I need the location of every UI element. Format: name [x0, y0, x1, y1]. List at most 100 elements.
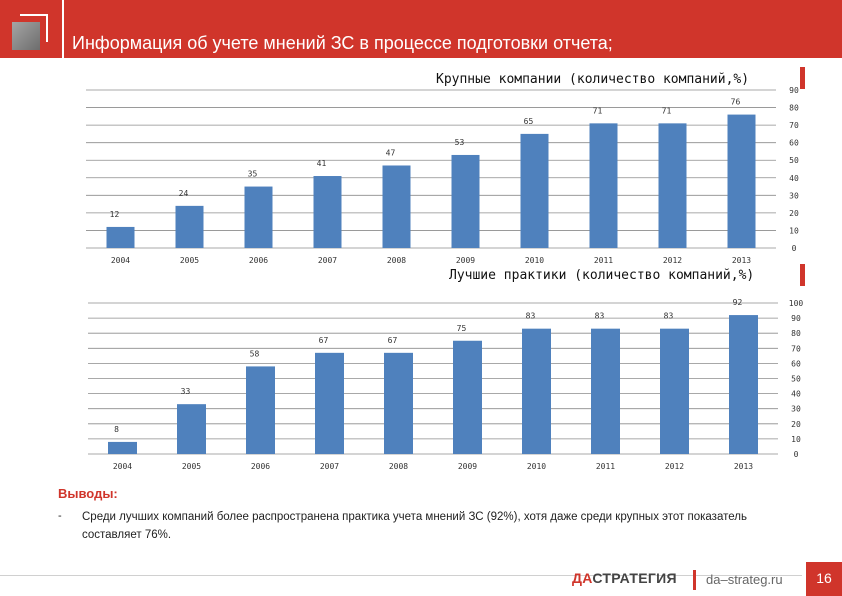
chart2-xtick-2013: 2013 — [734, 462, 753, 471]
chart2-bar-2013 — [729, 315, 758, 454]
chart1-xtick-2010: 2010 — [525, 256, 544, 265]
chart1-xtick-2009: 2009 — [456, 256, 475, 265]
page-title: Информация об учете мнений ЗС в процессе… — [72, 33, 613, 53]
chart2-value-label-2006: 58 — [250, 349, 260, 358]
chart1-ytick-1: 10 — [789, 226, 799, 235]
chart2-bar-2009 — [453, 340, 482, 454]
chart1-xtick-2012: 2012 — [663, 256, 682, 265]
chart1-ytick-8: 80 — [789, 104, 799, 113]
chart1-ytick-4: 40 — [789, 174, 799, 183]
chart2-ytick-7: 70 — [791, 344, 801, 353]
chart2-xtick-2010: 2010 — [527, 462, 546, 471]
chart2-ytick-6: 60 — [791, 359, 801, 368]
chart1-ytick-5: 50 — [789, 156, 799, 165]
chart1-xtick-2011: 2011 — [594, 256, 613, 265]
chart2-ytick-5: 50 — [791, 375, 801, 384]
chart1-value-label-2006: 35 — [248, 170, 258, 179]
conclusions-dash: - — [58, 510, 62, 522]
chart2-bar-2006 — [246, 366, 275, 454]
chart2-value-label-2012: 83 — [664, 312, 674, 321]
conclusions-label: Выводы: — [58, 486, 118, 501]
chart2-best-practices: 0 10 20 30 40 50 60 70 80 90 100 8 2004 33 2005 58 2006 6… — [88, 298, 804, 471]
chart2-xtick-2011: 2011 — [596, 462, 615, 471]
chart1-bar-2005 — [175, 205, 204, 248]
chart1-large-companies: 0 10 20 30 40 50 60 70 80 90 12 2004 24 2005 35 2006 41 2… — [86, 86, 799, 265]
chart1-value-label-2013: 76 — [731, 98, 741, 107]
chart2-xtick-2004: 2004 — [113, 462, 132, 471]
chart1-xtick-2013: 2013 — [732, 256, 751, 265]
chart2-value-label-2007: 67 — [319, 336, 329, 345]
chart2-value-label-2004: 8 — [114, 425, 119, 434]
chart1-title: Крупные компании (количество компаний,%) — [436, 72, 750, 87]
chart1-xtick-2005: 2005 — [180, 256, 199, 265]
chart2-title-marker — [800, 264, 805, 286]
chart2-bar-2010 — [522, 328, 551, 454]
chart2-value-label-2008: 67 — [388, 336, 398, 345]
chart1-xtick-2006: 2006 — [249, 256, 268, 265]
chart1-ytick-7: 70 — [789, 121, 799, 130]
chart2-xtick-2009: 2009 — [458, 462, 477, 471]
chart1-value-label-2005: 24 — [179, 189, 189, 198]
chart1-bar-2006 — [244, 186, 273, 248]
chart1-xtick-2007: 2007 — [318, 256, 337, 265]
chart1-xtick-2004: 2004 — [111, 256, 130, 265]
chart2-bar-2012 — [660, 328, 689, 454]
chart1-bar-2013 — [727, 114, 756, 248]
chart1-xtick-2008: 2008 — [387, 256, 406, 265]
title-bar: Информация об учете мнений ЗС в процессе… — [0, 0, 842, 58]
chart2-xtick-2006: 2006 — [251, 462, 270, 471]
page-number-box: 16 — [806, 562, 842, 596]
brand-logo: ДАСТРАТЕГИЯ — [572, 570, 677, 586]
chart1-bar-2010 — [520, 133, 549, 248]
chart2-value-label-2011: 83 — [595, 312, 605, 321]
chart2-xtick-2005: 2005 — [182, 462, 201, 471]
chart1-bar-2007 — [313, 176, 342, 248]
chart1-ytick-9: 90 — [789, 86, 799, 95]
brand-separator — [693, 570, 696, 590]
chart2-ytick-2: 20 — [791, 420, 801, 429]
logo-corner-icon — [20, 14, 48, 42]
footer-divider — [0, 575, 802, 576]
chart2-bar-2007 — [315, 352, 344, 454]
chart2-xtick-2012: 2012 — [665, 462, 684, 471]
chart2-value-label-2009: 75 — [457, 324, 467, 333]
chart1-title-marker — [800, 67, 805, 89]
page-number: 16 — [816, 570, 832, 586]
chart1-value-label-2011: 71 — [593, 106, 603, 115]
chart1-value-label-2012: 71 — [662, 106, 672, 115]
chart1-bar-2004 — [106, 226, 135, 248]
brand-da: ДА — [572, 570, 593, 586]
chart2-value-label-2005: 33 — [181, 387, 191, 396]
conclusions-text: Среди лучших компаний более распростране… — [82, 511, 747, 541]
chart2-xtick-2008: 2008 — [389, 462, 408, 471]
chart2-bar-2011 — [591, 328, 620, 454]
chart2-ytick-10: 100 — [789, 299, 804, 308]
chart2-ytick-0: 0 — [794, 450, 799, 459]
site-url: da–strateg.ru — [706, 572, 783, 587]
chart1-ytick-3: 30 — [789, 191, 799, 200]
chart2-bar-2008 — [384, 352, 413, 454]
chart1-ytick-0: 0 — [792, 244, 797, 253]
title-divider — [62, 0, 64, 58]
chart1-value-label-2009: 53 — [455, 138, 465, 147]
chart2-xtick-2007: 2007 — [320, 462, 339, 471]
chart1-bar-2011 — [589, 123, 618, 248]
chart2-ytick-4: 40 — [791, 390, 801, 399]
logo-square-icon — [12, 22, 40, 50]
chart1-ytick-6: 60 — [789, 139, 799, 148]
chart1-bar-2012 — [658, 123, 687, 248]
chart2-bar-2004 — [108, 441, 137, 454]
brand-rest: СТРАТЕГИЯ — [592, 570, 677, 586]
chart2-ytick-1: 10 — [791, 435, 801, 444]
chart2-ytick-9: 90 — [791, 314, 801, 323]
chart2-ytick-3: 30 — [791, 405, 801, 414]
chart2-bar-2005 — [177, 404, 206, 454]
chart1-value-label-2007: 41 — [317, 159, 327, 168]
chart1-bar-2008 — [382, 165, 411, 248]
chart1-value-label-2010: 65 — [524, 117, 534, 126]
chart1-value-label-2008: 47 — [386, 148, 396, 157]
chart2-value-label-2013: 92 — [733, 298, 743, 307]
chart2-ytick-8: 80 — [791, 329, 801, 338]
chart2-value-label-2010: 83 — [526, 312, 536, 321]
chart1-ytick-2: 20 — [789, 209, 799, 218]
